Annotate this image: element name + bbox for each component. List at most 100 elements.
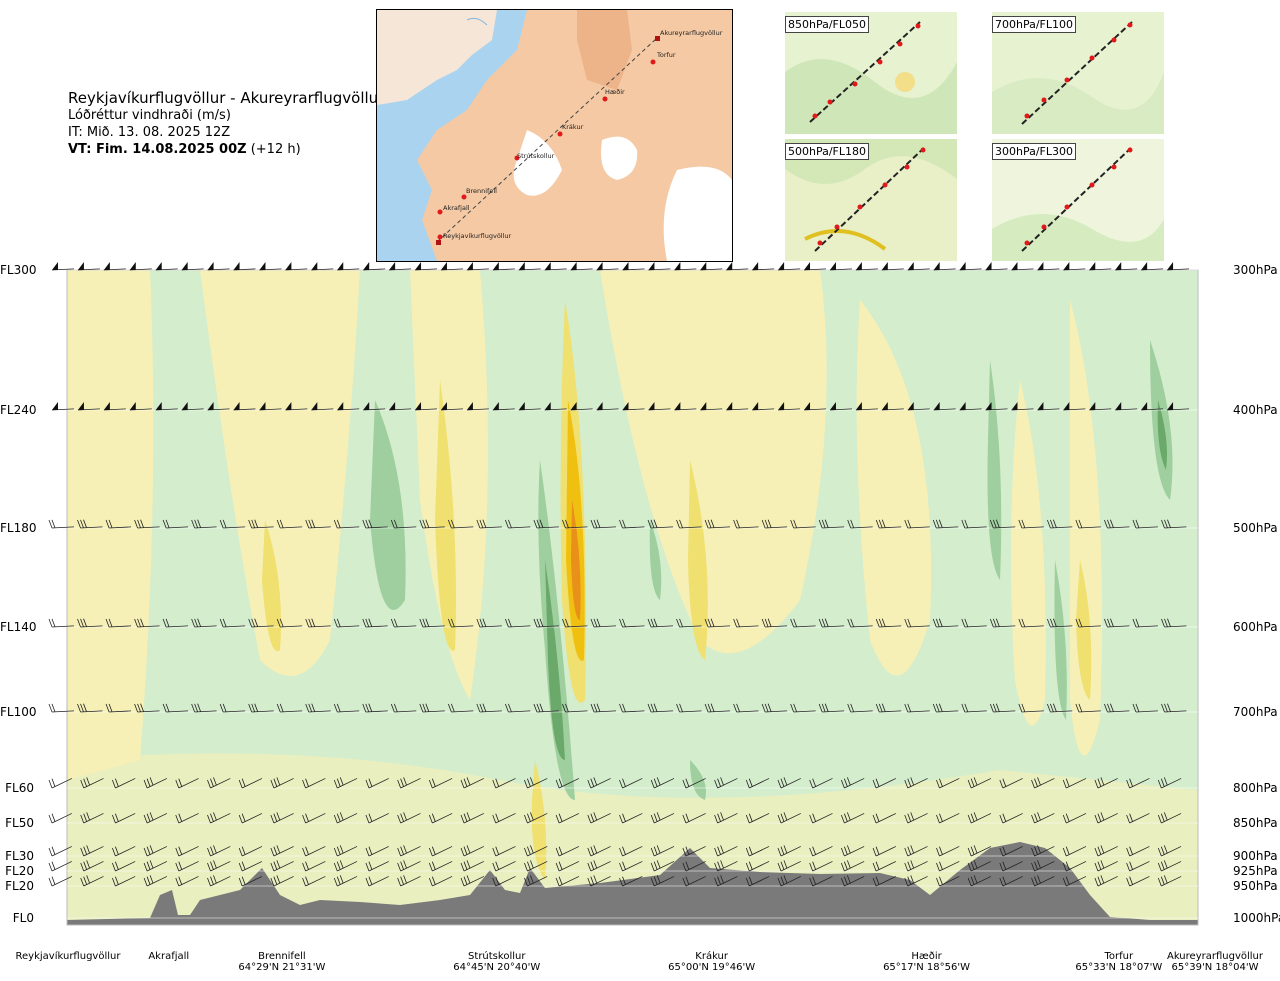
wind-barb: [1062, 778, 1087, 789]
wind-barb: [676, 519, 702, 529]
wind-barb: [682, 861, 706, 872]
wind-barb: [270, 875, 294, 887]
wind-barb: [1104, 618, 1130, 628]
wind-barb: [259, 262, 282, 271]
wind-barb: [1075, 703, 1101, 713]
wind-barb: [1167, 262, 1190, 271]
wind-barb: [112, 876, 136, 887]
wind-barb: [1132, 703, 1158, 713]
route-point-label: Akureyrarflugvöllur 65°39'N 18°04'W: [1155, 951, 1275, 973]
wind-barb: [533, 703, 559, 713]
wind-barb: [533, 618, 559, 628]
wind-barb: [524, 812, 548, 824]
wind-barb: [397, 777, 421, 789]
wind-barb: [207, 875, 231, 887]
wind-barb: [460, 845, 485, 857]
wind-barb: [745, 813, 770, 824]
wind-barb: [875, 519, 902, 529]
wind-barb: [907, 402, 930, 411]
wind-barb: [700, 402, 723, 411]
wind-barb: [619, 813, 643, 824]
wind-barb: [855, 402, 878, 411]
wind-barb: [238, 876, 263, 887]
wind-barb: [555, 861, 580, 872]
wind-barb: [134, 618, 160, 628]
wind-barb: [285, 262, 308, 271]
route-point-coord: 64°29'N 21°31'W: [238, 962, 326, 973]
wind-barb: [881, 402, 904, 411]
wind-barb: [999, 778, 1023, 789]
wind-barb: [704, 519, 731, 529]
wind-barb: [1115, 402, 1138, 411]
wind-barb: [1094, 875, 1118, 887]
wind-barb: [1011, 262, 1034, 271]
wind-barb: [302, 778, 326, 789]
map-label-torfur: Torfur: [656, 51, 676, 59]
wind-barb: [48, 703, 74, 713]
wind-barb: [967, 812, 992, 824]
wind-barb: [562, 519, 588, 529]
wind-barb: [761, 703, 788, 713]
wind-barb: [415, 402, 438, 411]
route-point-name: Reykjavíkurflugvöllur: [15, 951, 121, 962]
wind-barb: [676, 618, 702, 628]
wind-barb: [397, 860, 421, 872]
route-map: Akureyrarflugvöllur Torfur Hæðir Krákur …: [376, 9, 733, 262]
route-map-svg: Akureyrarflugvöllur Torfur Hæðir Krákur …: [377, 10, 732, 261]
wind-barb: [248, 519, 274, 529]
wind-barb: [397, 845, 421, 857]
route-point-coord: 65°00'N 19°46'W: [668, 962, 756, 973]
wind-barb: [544, 262, 567, 271]
wind-barb: [460, 812, 485, 824]
wind-barb: [524, 860, 548, 872]
wind-barb: [1063, 262, 1086, 271]
wind-barb: [181, 402, 204, 411]
wind-barb: [311, 262, 334, 271]
map-label-brennifell: Brennifell: [466, 187, 497, 195]
route-line: [436, 37, 658, 243]
wind-barb: [647, 703, 674, 713]
wind-barb: [1132, 519, 1158, 529]
fl-label: FL140: [0, 620, 37, 634]
wind-barb: [447, 519, 474, 529]
valid-time: VT: Fim. 14.08.2025 00Z (+12 h): [68, 142, 301, 157]
wind-barb: [961, 703, 987, 713]
wind-barb: [1047, 519, 1073, 529]
wind-barb: [112, 861, 136, 872]
wind-barb: [1126, 813, 1150, 824]
wind-barb: [129, 402, 152, 411]
wind-barb: [207, 262, 230, 271]
wind-barb: [555, 876, 580, 887]
wind-barb: [238, 846, 263, 857]
route-point-name: Hæðir: [911, 951, 942, 962]
wind-barb: [676, 703, 702, 713]
wind-barb: [1018, 618, 1044, 628]
wind-barb: [587, 777, 611, 789]
wind-barb: [1094, 812, 1118, 824]
wind-barb: [219, 519, 246, 529]
map-label-krakur: Krákur: [562, 123, 584, 131]
wind-barb: [745, 861, 770, 872]
wind-barb: [248, 703, 274, 713]
wind-barb: [428, 876, 453, 887]
wind-barb: [419, 618, 445, 628]
wind-barb: [590, 618, 616, 628]
wind-barb: [1018, 519, 1044, 529]
wind-barb: [875, 618, 902, 628]
wind-barb: [904, 875, 928, 887]
wind-barb: [207, 812, 231, 824]
wind-barb: [476, 618, 502, 628]
wind-barb: [1063, 402, 1086, 411]
wind-barb: [1157, 777, 1182, 789]
wind-barb: [674, 262, 697, 271]
wind-barb: [333, 812, 358, 824]
field-core-down-4: [987, 360, 1002, 580]
wind-barb: [650, 845, 675, 857]
wind-barb: [419, 703, 445, 713]
fl-label: FL240: [0, 403, 37, 417]
wind-barb: [840, 860, 865, 872]
wind-barb: [162, 618, 189, 628]
wind-barb: [1141, 402, 1164, 411]
wind-barb: [647, 519, 674, 529]
wind-barb: [51, 402, 74, 411]
